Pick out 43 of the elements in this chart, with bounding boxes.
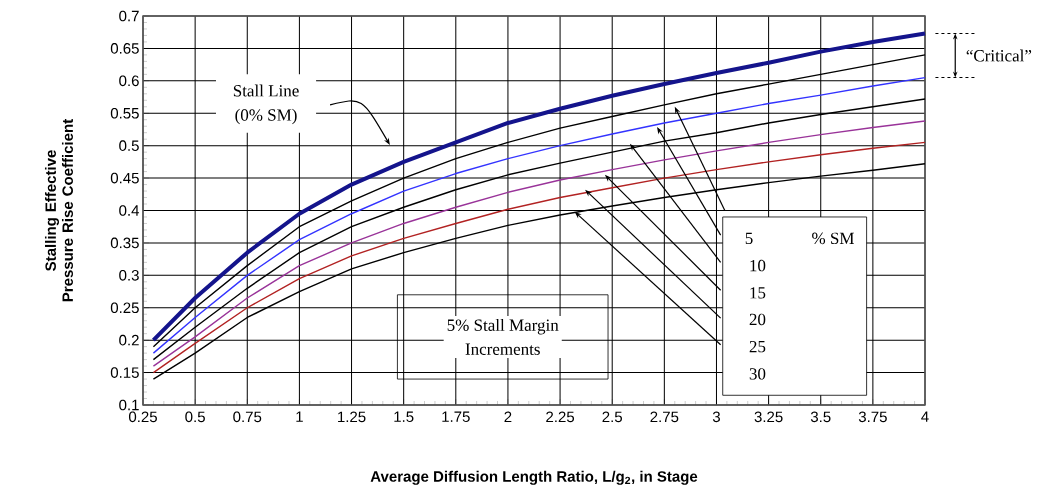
annotation: 25: [749, 340, 766, 353]
annotation: Increments: [465, 343, 540, 355]
y-tick-label: 0.1: [119, 399, 139, 411]
annotation: 5% Stall Margin: [447, 318, 559, 335]
x-tick-label: 0.75: [233, 411, 262, 423]
y-tick-label: 0.15: [110, 367, 139, 378]
y-tick-label: 0.2: [119, 334, 139, 346]
annotation: % SM: [812, 232, 854, 245]
y-tick-label: 0.25: [110, 302, 139, 314]
y-tick-label: 0.6: [119, 75, 139, 87]
x-axis-title: Average Diffusion Length Ratio, L/g$_{2}$, in Stage: [370, 470, 698, 485]
annotation: 15: [750, 287, 766, 299]
x-tick-label: 1.25: [338, 411, 366, 423]
y-tick-label: 0.3: [119, 270, 139, 281]
y-tick-label: 0.4: [119, 205, 140, 216]
annotation: Stall Line: [233, 84, 299, 97]
y-tick-label: 0.35: [110, 237, 139, 249]
annotation: 5: [745, 232, 753, 245]
x-tick-label: 1: [296, 411, 303, 422]
x-tick-label: 3.25: [754, 411, 783, 423]
y-tick-label: 0.45: [110, 172, 139, 184]
x-tick-label: 2.25: [546, 411, 575, 423]
y-axis-title: Stalling Effective Pressure Rise Coefficient: [44, 119, 73, 302]
x-tick-label: 0.5: [185, 411, 205, 423]
x-tick-label: 2: [504, 411, 512, 423]
y-tick-label: 0.5: [119, 140, 139, 151]
text: “Critical”: [966, 49, 1032, 62]
y-tick-label: 0.65: [110, 43, 139, 54]
x-tick-label: 3.5: [810, 411, 831, 423]
x-tick-label: 2.75: [650, 411, 679, 423]
annotation: 30: [749, 368, 766, 380]
x-tick-label: 3: [712, 411, 720, 423]
x-tick-label: 1.5: [394, 411, 414, 422]
annotation: (0% SM): [235, 108, 297, 125]
y-tick-label: 0.7: [119, 10, 139, 22]
annotation: 10: [750, 259, 766, 272]
x-tick-label: 2.5: [602, 411, 622, 423]
x-tick-label: 3.75: [858, 411, 887, 423]
x-tick-label: 4: [921, 411, 929, 422]
x-tick-label: 1.75: [442, 411, 470, 422]
y-tick-label: 0.55: [110, 107, 139, 119]
annotation: 20: [749, 313, 766, 326]
x-tick-label: 0.25: [128, 411, 157, 423]
